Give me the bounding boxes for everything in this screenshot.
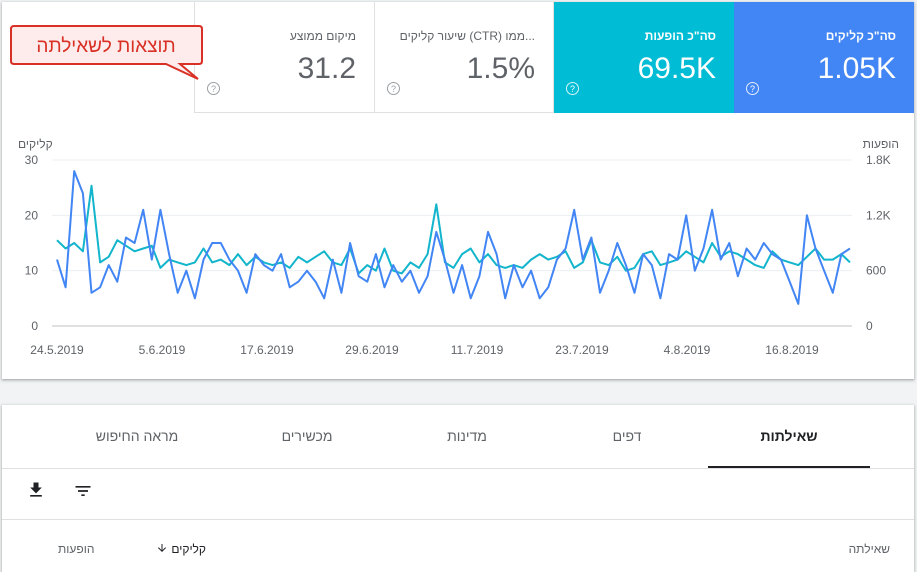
metric-label: סה"כ קליקים (825, 29, 896, 43)
x-tick-label: 17.6.2019 (240, 343, 294, 357)
clicks-series-line (56, 170, 851, 305)
x-tick-label: 11.7.2019 (451, 343, 504, 357)
tab-devices[interactable]: מכשירים (281, 428, 333, 444)
tab-search-appearance[interactable]: מראה החיפוש (95, 428, 179, 444)
tab-pages[interactable]: דפים (612, 428, 642, 444)
download-icon[interactable] (26, 480, 46, 500)
help-icon[interactable]: ? (387, 82, 400, 95)
right-tick-label: 1.8K (866, 153, 891, 167)
column-header-impressions[interactable]: הופעות (58, 542, 95, 556)
left-tick-label: 0 (31, 319, 38, 333)
arrow-down-icon (158, 544, 166, 552)
metric-label: סה"כ הופעות (644, 29, 716, 43)
x-tick-label: 16.8.2019 (765, 343, 819, 357)
tab-queries[interactable]: שאילתות (760, 428, 818, 444)
x-tick-label: 4.8.2019 (664, 343, 711, 357)
metric-value: 1.05K (817, 52, 896, 85)
x-tick-label: 23.7.2019 (555, 343, 609, 357)
right-tick-label: 600 (866, 264, 886, 278)
help-icon[interactable]: ? (566, 82, 579, 95)
left-tick-label: 30 (25, 153, 39, 167)
filter-icon[interactable] (73, 481, 93, 501)
column-header-clicks-label: קליקים (171, 542, 206, 556)
metric-total-impressions[interactable]: סה"כ הופעות 69.5K ? (554, 2, 734, 113)
help-icon[interactable]: ? (207, 82, 220, 95)
metric-average-position[interactable]: מיקום ממוצע 31.2 ? (194, 2, 375, 113)
tab-countries[interactable]: מדינות (447, 428, 487, 444)
left-tick-label: 10 (25, 264, 39, 278)
callout-bubble (10, 25, 203, 80)
x-tick-label: 24.5.2019 (30, 343, 84, 357)
column-header-clicks[interactable]: קליקים (156, 542, 206, 556)
metric-label: שיעור קליקים (CTR) ממו... (399, 29, 535, 43)
metric-total-clicks[interactable]: סה"כ קליקים 1.05K ? (734, 2, 914, 113)
left-tick-label: 20 (25, 208, 39, 222)
column-header-query[interactable]: שאילתה (848, 542, 890, 556)
callout-text: תוצאות לשאילתה (36, 36, 175, 57)
right-tick-label: 0 (866, 319, 873, 333)
x-tick-label: 29.6.2019 (345, 343, 399, 357)
data-table-card: שאילתות דפים מדינות מכשירים מראה החיפוש … (2, 405, 914, 572)
annotation-callout: תוצאות לשאילתה (10, 25, 203, 80)
active-tab-indicator (708, 466, 870, 469)
divider (2, 519, 914, 520)
left-axis-label: קליקים (18, 137, 53, 151)
metric-value: 31.2 (297, 52, 356, 85)
help-icon[interactable]: ? (746, 82, 759, 95)
x-tick-label: 5.6.2019 (139, 343, 186, 357)
metric-value: 1.5% (466, 52, 535, 85)
performance-chart: 30 1.8K 20 1.2K 10 600 0 0 קליקים הופעות 24.5.2019… (18, 137, 899, 357)
metric-value: 69.5K (637, 52, 716, 85)
metric-ctr[interactable]: שיעור קליקים (CTR) ממו... 1.5% ? (375, 2, 554, 113)
divider (2, 468, 914, 469)
impressions-series-line (56, 184, 851, 275)
metric-label: מיקום ממוצע (289, 29, 356, 43)
right-tick-label: 1.2K (866, 208, 891, 222)
right-axis-label: הופעות (863, 137, 899, 151)
performance-card: סה"כ קליקים 1.05K ? סה"כ הופעות 69.5K ? … (2, 2, 914, 379)
